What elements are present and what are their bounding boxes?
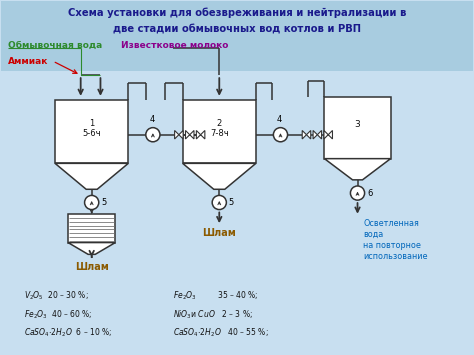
Circle shape (212, 195, 227, 209)
Circle shape (273, 128, 288, 142)
Text: Схема установки для обезвреживания и нейтрализации в: Схема установки для обезвреживания и ней… (68, 8, 406, 18)
Polygon shape (328, 131, 332, 139)
Text: 4: 4 (149, 115, 155, 124)
Polygon shape (55, 163, 128, 189)
Text: $V_2O_5$  20 – 30 %;
$Fe_2O_3$  40 – 60 %;
$CaSO_4{\cdot}2H_2O$  6 – 10 %;: $V_2O_5$ 20 – 30 %; $Fe_2O_3$ 40 – 60 %;… (24, 289, 113, 339)
Polygon shape (318, 131, 321, 139)
Polygon shape (324, 131, 328, 139)
Polygon shape (201, 131, 205, 139)
Polygon shape (182, 163, 256, 189)
Polygon shape (0, 1, 474, 71)
Polygon shape (185, 131, 190, 139)
Text: Осветленная
вода
на повторное
использование: Осветленная вода на повторное использова… (363, 219, 428, 261)
Polygon shape (302, 131, 307, 139)
Polygon shape (324, 159, 391, 180)
Polygon shape (190, 131, 194, 139)
Text: Аммиак: Аммиак (8, 56, 48, 66)
Bar (324, 97, 391, 159)
Text: 6: 6 (367, 189, 373, 198)
Text: 5: 5 (101, 198, 106, 207)
Bar (182, 100, 256, 163)
Circle shape (350, 186, 365, 200)
Text: 2
7-8ч: 2 7-8ч (210, 119, 228, 138)
Text: $Fe_2O_3$         35 – 40 %;
$NiO_3$и $CuO$   2 – 3 %;
$CaSO_4{\cdot}2H_2O$   40: $Fe_2O_3$ 35 – 40 %; $NiO_3$и $CuO$ 2 – … (173, 289, 269, 339)
Text: 3: 3 (355, 120, 360, 130)
Text: Шлам: Шлам (202, 228, 236, 239)
Circle shape (146, 128, 160, 142)
Text: 4: 4 (277, 115, 282, 124)
Text: две стадии обмывочных вод котлов и РВП: две стадии обмывочных вод котлов и РВП (113, 24, 361, 34)
Polygon shape (179, 131, 183, 139)
Polygon shape (174, 131, 179, 139)
Text: Шлам: Шлам (75, 262, 109, 272)
Circle shape (84, 195, 99, 209)
Polygon shape (307, 131, 311, 139)
Text: 1
5-6ч: 1 5-6ч (82, 119, 101, 138)
Polygon shape (313, 131, 318, 139)
Text: Обмывочная вода: Обмывочная вода (8, 41, 102, 50)
Bar (68, 214, 115, 242)
Polygon shape (68, 242, 115, 254)
Text: 5: 5 (229, 198, 234, 207)
Polygon shape (196, 131, 201, 139)
Bar (55, 100, 128, 163)
Text: Известковое молоко: Известковое молоко (121, 41, 228, 50)
